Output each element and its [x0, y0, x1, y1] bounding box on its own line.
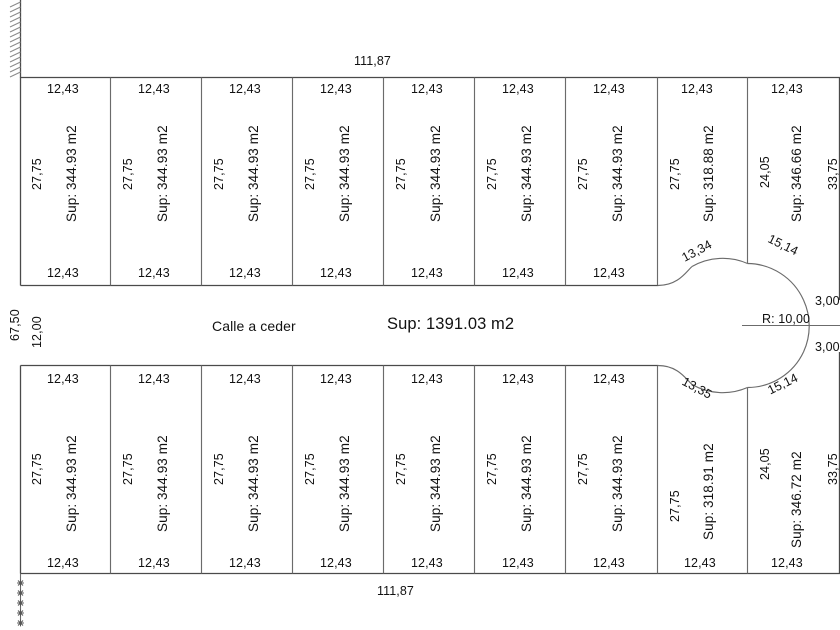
bottom-depth-1: 27,75 [30, 453, 44, 485]
top-rear-width-2: 12,43 [138, 266, 170, 280]
bottom-front-width-1: 12,43 [47, 372, 79, 386]
bottom-front-width-6: 12,43 [502, 372, 534, 386]
street-area-label: Sup: 1391.03 m2 [387, 315, 515, 333]
culdesac-offset-top-label: 3,00 [815, 294, 840, 308]
top-lot-area-1: Sup: 344.93 m2 [64, 125, 79, 222]
bottom-lot-area-8: Sup: 318.91 m2 [701, 443, 716, 540]
top-lot-area-4: Sup: 344.93 m2 [337, 125, 352, 222]
top-depth-4: 27,75 [303, 158, 317, 190]
top-lot-area-7: Sup: 344.93 m2 [610, 125, 625, 222]
top-rear-width-1: 12,43 [47, 266, 79, 280]
bottom-lot-area-7: Sup: 344.93 m2 [610, 435, 625, 532]
top-lot-dividers [109, 77, 749, 286]
top-front-width-3: 12,43 [229, 82, 261, 96]
top-front-width-1: 12,43 [47, 82, 79, 96]
top-depth-6: 27,75 [485, 158, 499, 190]
top-lot-area-2: Sup: 344.93 m2 [155, 125, 170, 222]
bottom-lot-area-3: Sup: 344.93 m2 [246, 435, 261, 532]
top-depth-9: 24,05 [758, 156, 772, 188]
bottom-depth-8: 27,75 [668, 490, 682, 522]
bottom-rear-width-4: 12,43 [320, 556, 352, 570]
culdesac-top-edge [657, 266, 693, 287]
bottom-front-width-3: 12,43 [229, 372, 261, 386]
bottom-front-width-4: 12,43 [320, 372, 352, 386]
top-front-width-9: 12,43 [771, 82, 803, 96]
bottom-rear-width-2: 12,43 [138, 556, 170, 570]
overall-top-length: 111,87 [354, 54, 391, 68]
bottom-depth-6: 27,75 [485, 453, 499, 485]
bottom-front-width-7: 12,43 [593, 372, 625, 386]
top-front-width-7: 12,43 [593, 82, 625, 96]
bottom-rear-width-1: 12,43 [47, 556, 79, 570]
top-depth-8: 27,75 [668, 158, 682, 190]
top-lot-area-9: Sup: 346.66 m2 [789, 125, 804, 222]
top-rear-width-5: 12,43 [411, 266, 443, 280]
top-front-width-5: 12,43 [411, 82, 443, 96]
bottom-lot-dividers [109, 365, 749, 574]
top-depth-2: 27,75 [121, 158, 135, 190]
bottom-rear-width-9: 12,43 [771, 556, 803, 570]
bottom-depth-7: 27,75 [576, 453, 590, 485]
top-front-width-8: 12,43 [681, 82, 713, 96]
bottom-depth-4: 27,75 [303, 453, 317, 485]
left-boundary-hatch [9, 1, 21, 78]
bottom-rear-width-8: 12,43 [684, 556, 716, 570]
bottom-rear-width-5: 12,43 [411, 556, 443, 570]
top-depth-5: 27,75 [394, 158, 408, 190]
top-front-width-2: 12,43 [138, 82, 170, 96]
culdesac-offset-bottom-label: 3,00 [815, 340, 840, 354]
top-right-depth: 33,75 [826, 158, 840, 190]
bottom-lot-area-4: Sup: 344.93 m2 [337, 435, 352, 532]
bottom-depth-5: 27,75 [394, 453, 408, 485]
top-depth-3: 27,75 [212, 158, 226, 190]
culdesac-radius-label: R: 10,00 [762, 312, 811, 326]
culdesac-bottom-edge [657, 364, 693, 385]
top-rear-width-4: 12,43 [320, 266, 352, 280]
top-rear-width-3: 12,43 [229, 266, 261, 280]
bottom-front-width-5: 12,43 [411, 372, 443, 386]
bottom-depth-2: 27,75 [121, 453, 135, 485]
bottom-front-width-2: 12,43 [138, 372, 170, 386]
bottom-rear-width-6: 12,43 [502, 556, 534, 570]
top-depth-7: 27,75 [576, 158, 590, 190]
bottom-rear-width-3: 12,43 [229, 556, 261, 570]
top-depth-1: 27,75 [30, 158, 44, 190]
top-rear-width-7: 12,43 [593, 266, 625, 280]
top-lot-area-3: Sup: 344.93 m2 [246, 125, 261, 222]
bottom-depth-9: 24,05 [758, 448, 772, 480]
bottom-rear-width-7: 12,43 [593, 556, 625, 570]
top-front-width-4: 12,43 [320, 82, 352, 96]
bottom-lot-area-9: Sup: 346.72 m2 [789, 451, 804, 548]
top-lot-area-5: Sup: 344.93 m2 [428, 125, 443, 222]
street-name-label: Calle a ceder [212, 318, 296, 334]
street-width-dim: 12,00 [30, 316, 44, 348]
bottom-lot-area-1: Sup: 344.93 m2 [64, 435, 79, 532]
bottom-lot-area-6: Sup: 344.93 m2 [519, 435, 534, 532]
bottom-left-boundary-marks [17, 579, 24, 627]
bottom-depth-3: 27,75 [212, 453, 226, 485]
top-rear-width-6: 12,43 [502, 266, 534, 280]
top-front-width-6: 12,43 [502, 82, 534, 96]
overall-bottom-length: 111,87 [377, 584, 414, 598]
bottom-right-depth: 33,75 [826, 453, 840, 485]
overall-left-height: 67,50 [8, 309, 22, 341]
bottom-lot-area-2: Sup: 344.93 m2 [155, 435, 170, 532]
top-lot-area-8: Sup: 318.88 m2 [701, 125, 716, 222]
top-lot-area-6: Sup: 344.93 m2 [519, 125, 534, 222]
bottom-lot-area-5: Sup: 344.93 m2 [428, 435, 443, 532]
